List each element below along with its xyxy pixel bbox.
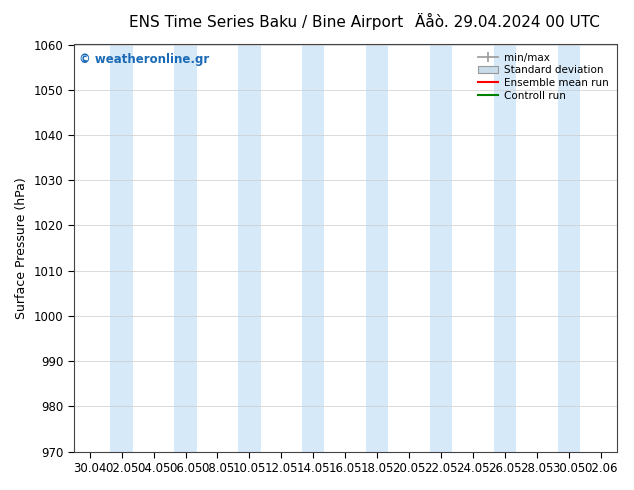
Bar (174, 45, 197, 452)
Bar (366, 45, 389, 452)
Legend: min/max, Standard deviation, Ensemble mean run, Controll run: min/max, Standard deviation, Ensemble me… (474, 49, 612, 104)
Bar (238, 45, 261, 452)
Bar (558, 45, 580, 452)
Y-axis label: Surface Pressure (hPa): Surface Pressure (hPa) (15, 177, 28, 319)
Bar (302, 45, 325, 452)
Bar (110, 45, 133, 452)
Bar (430, 45, 452, 452)
Text: Äåò. 29.04.2024 00 UTC: Äåò. 29.04.2024 00 UTC (415, 15, 600, 30)
Text: © weatheronline.gr: © weatheronline.gr (79, 52, 209, 66)
Text: ENS Time Series Baku / Bine Airport: ENS Time Series Baku / Bine Airport (129, 15, 403, 30)
Bar (494, 45, 516, 452)
